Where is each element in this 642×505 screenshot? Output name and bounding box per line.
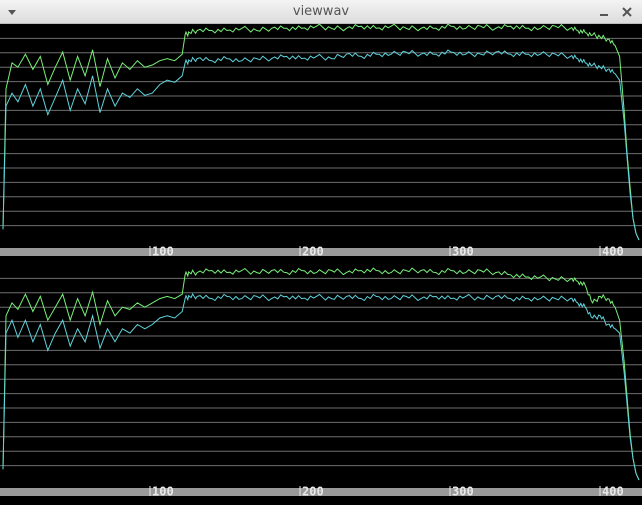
cyan-series-line	[2, 292, 640, 481]
axis-gap	[0, 240, 642, 248]
tick-label: 200	[302, 245, 324, 259]
waveform-plot[interactable]: 100 200 300 400 100 200 300 400	[0, 24, 642, 505]
tick-label: 100	[152, 485, 174, 499]
channel-2-panel[interactable]: 100 200 300 400	[0, 267, 642, 499]
tick-label: 300	[452, 485, 474, 499]
cyan-series-line	[2, 49, 640, 241]
axis-band	[0, 488, 642, 496]
close-icon[interactable]	[620, 5, 634, 19]
green-series-line	[2, 24, 640, 241]
tick-label: 100	[152, 245, 174, 259]
tick-label: 400	[602, 485, 624, 499]
tick-label: 300	[452, 245, 474, 259]
tick-label: 400	[602, 245, 624, 259]
green-series-line	[2, 267, 640, 481]
window-title: viewwav	[292, 4, 350, 19]
axis-gap	[0, 480, 642, 488]
tick-label: 200	[302, 485, 324, 499]
minimize-icon[interactable]	[598, 6, 610, 18]
window-titlebar[interactable]: viewwav	[0, 0, 642, 24]
chevron-down-icon[interactable]	[6, 6, 18, 18]
axis-band	[0, 248, 642, 256]
channel-1-panel[interactable]: 100 200 300 400	[0, 24, 642, 259]
